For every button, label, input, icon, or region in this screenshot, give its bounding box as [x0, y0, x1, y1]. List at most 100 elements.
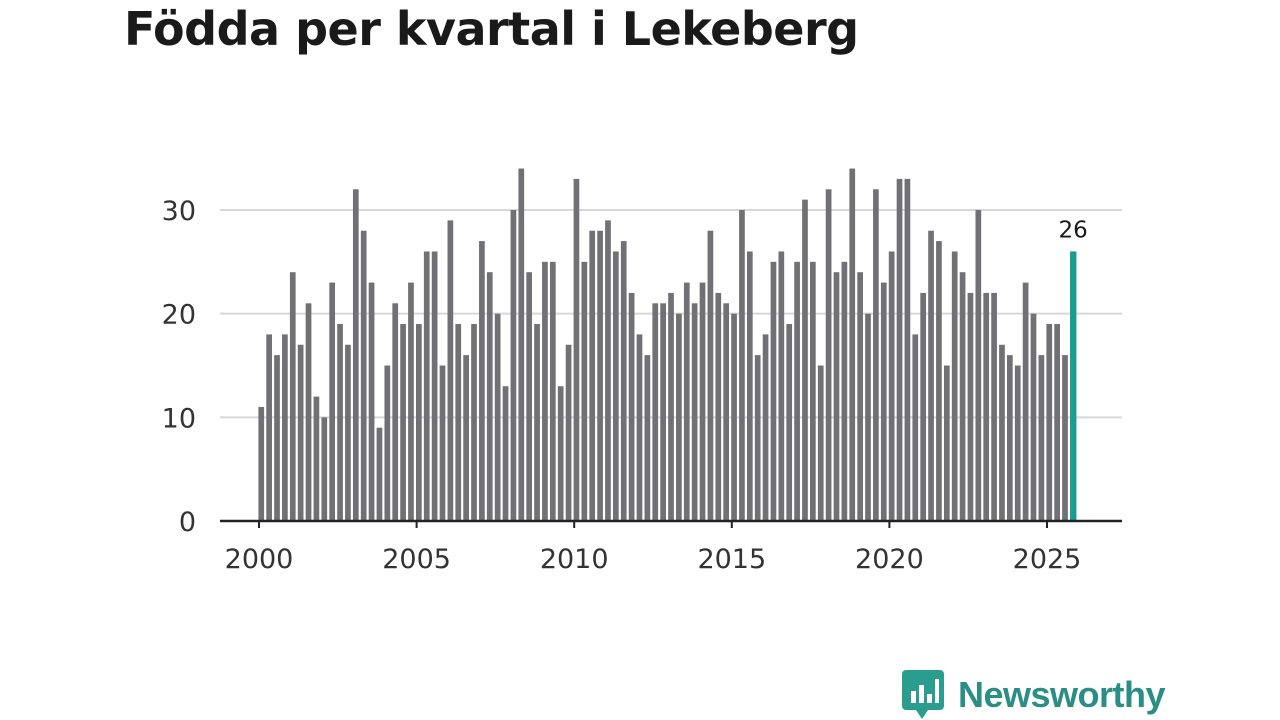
bar: [865, 313, 871, 521]
bar: [975, 210, 982, 521]
bar: [1007, 355, 1013, 521]
bar-highlight: [1070, 251, 1077, 521]
bar: [305, 303, 312, 521]
bar: [502, 386, 509, 521]
bar: [762, 334, 769, 521]
bar: [896, 178, 903, 521]
axes: [220, 519, 1122, 528]
bar: [1022, 282, 1029, 521]
bar: [723, 303, 730, 521]
bar: [494, 313, 501, 521]
bar: [282, 334, 288, 521]
bar: [888, 251, 895, 521]
bar: [1054, 324, 1060, 521]
bar: [471, 324, 477, 521]
bar: [360, 230, 367, 522]
bar: [739, 210, 745, 521]
bar: [557, 386, 564, 521]
bar: [636, 334, 643, 521]
bar: [337, 324, 343, 521]
bar: [778, 251, 785, 521]
bar: [439, 365, 446, 521]
chart-title: Födda per kvartal i Lekeberg: [124, 2, 859, 56]
bar: [936, 241, 942, 521]
bars: [258, 168, 1077, 522]
x-tick-label-2015: 2015: [697, 544, 766, 575]
bar: [313, 396, 320, 521]
bar: [274, 355, 280, 521]
bar: [668, 292, 674, 521]
bar: [455, 324, 462, 521]
bar: [920, 292, 927, 521]
bar: [486, 272, 493, 521]
bar: [683, 282, 690, 521]
y-tick-label-20: 20: [162, 300, 196, 331]
bar: [463, 355, 469, 521]
bar: [912, 334, 919, 521]
bar: [289, 272, 296, 521]
last-value-label: 26: [1058, 217, 1087, 243]
x-tick-labels: 2000 2005 2010 2015 2020 2025: [225, 544, 1082, 575]
annotations: 26: [1058, 217, 1087, 243]
bar: [628, 292, 635, 521]
bar: [943, 365, 950, 521]
bar: [416, 324, 422, 521]
bar: [880, 282, 887, 521]
bar: [1014, 365, 1021, 521]
bar: [731, 313, 737, 521]
bar: [841, 261, 848, 521]
bar: [258, 406, 265, 521]
bar: [392, 303, 399, 521]
bar: [479, 241, 485, 521]
bar: [676, 313, 682, 521]
bar: [510, 210, 517, 521]
bar: [715, 292, 722, 521]
x-tick-label-2005: 2005: [382, 544, 451, 575]
bar: [951, 251, 958, 521]
x-tick-label-2000: 2000: [225, 544, 294, 575]
bar: [983, 292, 990, 521]
bar-chart-speech-bubble-icon: [902, 670, 944, 719]
bar: [376, 427, 383, 521]
bar: [1046, 324, 1053, 521]
bar: [321, 417, 328, 521]
bar: [691, 303, 698, 521]
y-tick-labels: 0 10 20 30: [162, 196, 196, 538]
bar: [534, 324, 540, 521]
bar: [991, 292, 997, 521]
bar: [345, 344, 351, 521]
bar: [770, 261, 777, 521]
bar: [266, 334, 272, 521]
bar: [542, 261, 548, 521]
bar: [447, 220, 454, 521]
bar: [431, 251, 438, 521]
bar: [825, 189, 832, 521]
bar: [620, 241, 627, 521]
bar: [817, 365, 824, 521]
bar: [526, 272, 533, 521]
bar: [581, 261, 588, 521]
bar: [652, 303, 659, 521]
y-tick-label-10: 10: [162, 403, 196, 434]
bar: [573, 178, 580, 521]
bar: [597, 230, 603, 522]
bar: [849, 168, 856, 521]
bar: [786, 324, 793, 521]
bar: [408, 282, 414, 521]
bar: [833, 272, 840, 521]
bar: [857, 272, 863, 521]
bar: [423, 251, 430, 521]
bar: [1030, 313, 1037, 521]
bar: [1062, 355, 1068, 521]
bar: [999, 344, 1005, 521]
bar: [400, 324, 406, 521]
bar: [746, 251, 753, 521]
newsworthy-logo: Newsworthy: [902, 670, 1166, 720]
x-tick-label-2010: 2010: [540, 544, 609, 575]
bar: [959, 272, 966, 521]
bar: [660, 303, 666, 521]
bar: [352, 189, 359, 521]
bar: [368, 282, 375, 521]
bar: [810, 261, 816, 521]
